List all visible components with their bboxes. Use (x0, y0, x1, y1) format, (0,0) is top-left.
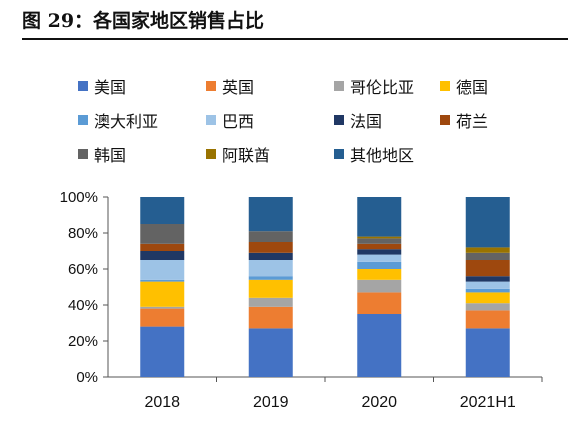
legend-item: 哥伦比亚 (334, 74, 414, 98)
bar-segment (357, 292, 402, 314)
bar-segment (248, 279, 293, 298)
legend-swatch (440, 81, 450, 91)
legend-label: 美国 (94, 78, 127, 97)
bar-segment (248, 252, 293, 260)
bar-segment (465, 247, 510, 253)
legend-item: 澳大利亚 (78, 108, 158, 132)
legend-swatch (78, 149, 88, 159)
legend-item: 荷兰 (440, 108, 488, 132)
legend-item: 美国 (78, 74, 126, 98)
bar-segment (248, 328, 293, 377)
legend-label: 英国 (222, 78, 255, 97)
x-tick-label: 2020 (361, 394, 397, 411)
bar-segment (357, 197, 402, 237)
legend-swatch (334, 149, 344, 159)
legend-label: 德国 (456, 78, 489, 97)
bar-segment (140, 308, 185, 327)
x-tick-label: 2021H1 (460, 394, 516, 411)
figure-title: 图 29：各国家地区销售占比 (22, 10, 265, 32)
legend-item: 阿联酋 (206, 142, 270, 166)
legend-label: 阿联酋 (222, 146, 271, 165)
title-underline (22, 38, 568, 40)
y-tick-label: 0% (76, 369, 98, 386)
bar-segment (465, 310, 510, 329)
bar-segment (465, 328, 510, 377)
bar-segment (248, 231, 293, 242)
y-tick-label: 80% (68, 225, 98, 242)
legend-label: 荷兰 (456, 112, 489, 131)
bar-segment (357, 254, 402, 262)
bar-segment (465, 281, 510, 289)
legend-item: 韩国 (78, 142, 126, 166)
bar-segment (357, 279, 402, 293)
legend-label: 哥伦比亚 (350, 78, 415, 97)
legend-label: 法国 (350, 112, 383, 131)
legend-swatch (440, 115, 450, 125)
bar-segment (140, 326, 185, 377)
bar-segment (465, 288, 510, 293)
bar-segment (357, 261, 402, 269)
bar-segment (465, 197, 510, 248)
bar-segment (357, 314, 402, 377)
bar-segment (248, 260, 293, 277)
bar-segment (465, 292, 510, 304)
bar-segment (357, 238, 402, 244)
legend-label: 澳大利亚 (94, 112, 159, 131)
bar-segment (140, 279, 185, 282)
bar-segment (248, 276, 293, 280)
bar-segment (140, 224, 185, 244)
bar-segment (357, 249, 402, 255)
legend-label: 其他地区 (350, 146, 415, 165)
bar-segment (465, 276, 510, 282)
bar-segment (465, 252, 510, 260)
bar-segment (248, 297, 293, 307)
bar-segment (140, 197, 185, 224)
bar-segment (140, 306, 185, 309)
y-tick-label: 40% (68, 297, 98, 314)
legend-item: 其他地区 (334, 142, 414, 166)
legend-swatch (206, 115, 216, 125)
bar-segment (140, 243, 185, 251)
legend-swatch (334, 115, 344, 125)
x-tick-label: 2019 (253, 394, 289, 411)
legend-swatch (206, 81, 216, 91)
bar-segment (140, 281, 185, 307)
bar-segment (357, 236, 402, 239)
bar-segment (357, 269, 402, 280)
legend-swatch (206, 149, 216, 159)
legend-swatch (334, 81, 344, 91)
legend-label: 韩国 (94, 146, 127, 165)
legend-swatch (78, 115, 88, 125)
bar-segment (248, 306, 293, 329)
y-tick-label: 20% (68, 333, 98, 350)
bar-segment (140, 251, 185, 260)
legend-label: 巴西 (222, 112, 255, 131)
legend-item: 英国 (206, 74, 254, 98)
legend-item: 巴西 (206, 108, 254, 132)
legend-item: 德国 (440, 74, 488, 98)
bar-segment (248, 197, 293, 232)
x-tick-label: 2018 (144, 394, 180, 411)
y-tick-label: 60% (68, 261, 98, 278)
legend-item: 法国 (334, 108, 382, 132)
y-tick-label: 100% (60, 189, 98, 206)
legend-swatch (78, 81, 88, 91)
bar-segment (465, 303, 510, 311)
bar-segment (140, 260, 185, 280)
bar-segment (357, 243, 402, 250)
bar-segment (465, 260, 510, 277)
bar-segment (248, 242, 293, 253)
